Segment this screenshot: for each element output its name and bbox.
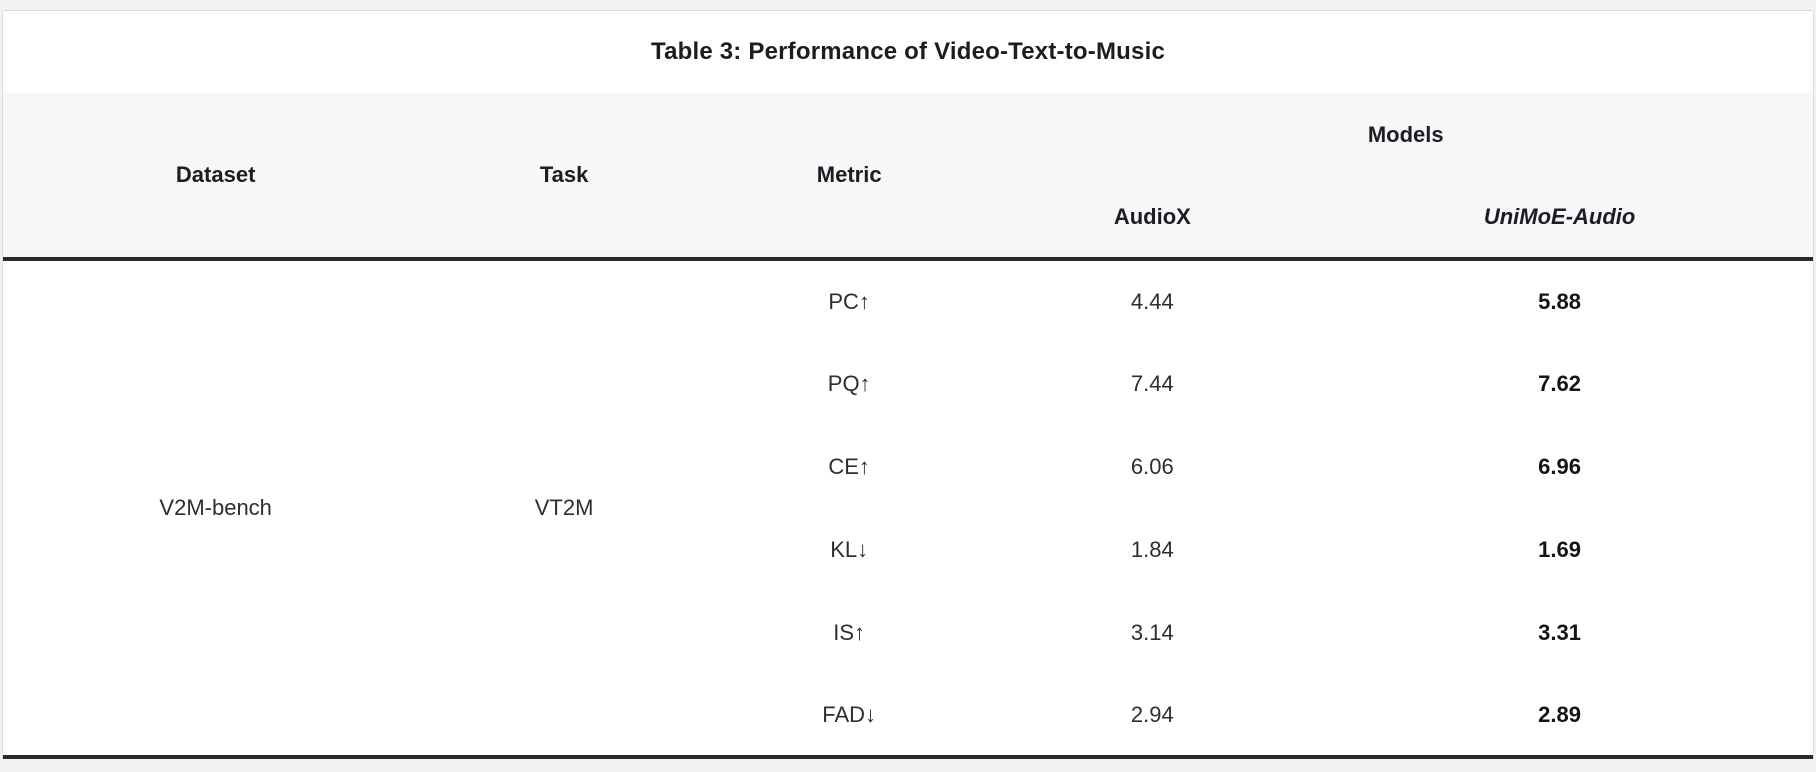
column-header-metric: Metric — [699, 93, 999, 259]
dataset-cell: V2M-bench — [3, 259, 429, 757]
unimoe-value: 3.31 — [1306, 591, 1813, 674]
header-row-models: AudioX UniMoE-Audio — [3, 176, 1813, 259]
table-row: IS↑ 3.14 3.31 — [3, 591, 1813, 674]
table-row: CE↑ 6.06 6.96 — [3, 425, 1813, 508]
unimoe-value: 6.96 — [1306, 425, 1813, 508]
metric-cell: PQ↑ — [699, 342, 999, 425]
performance-table-card: Table 3: Performance of Video-Text-to-Mu… — [2, 10, 1814, 759]
column-header-task: Task — [428, 93, 700, 259]
metric-cell: PC↑ — [699, 259, 999, 342]
table-row: V2M-bench VT2M PC↑ 4.44 5.88 — [3, 259, 1813, 757]
audiox-value: 7.44 — [998, 342, 1307, 425]
table-header: Dataset Task Metric Models AudioX UniMoE… — [3, 93, 1813, 259]
column-group-models: Models — [998, 93, 1813, 176]
metric-cell: FAD↓ — [699, 674, 999, 757]
column-header-dataset: Dataset — [3, 93, 429, 259]
unimoe-value: 2.89 — [1306, 674, 1813, 757]
task-cell: VT2M — [428, 259, 700, 757]
audiox-value: 4.44 — [998, 259, 1307, 342]
audiox-value: 2.94 — [998, 674, 1307, 757]
table-caption: Table 3: Performance of Video-Text-to-Mu… — [3, 11, 1813, 93]
table-row: KL↓ 1.84 1.69 — [3, 508, 1813, 591]
unimoe-value: 1.69 — [1306, 508, 1813, 591]
metric-cell: KL↓ — [699, 508, 999, 591]
header-row-group: Dataset Task Metric Models — [3, 93, 1813, 259]
performance-table: Dataset Task Metric Models AudioX UniMoE… — [3, 93, 1813, 759]
metric-cell: IS↑ — [699, 591, 999, 674]
table-row: PQ↑ 7.44 7.62 — [3, 342, 1813, 425]
audiox-value: 3.14 — [998, 591, 1307, 674]
audiox-value: 6.06 — [998, 425, 1307, 508]
table-body: V2M-bench VT2M PC↑ 4.44 5.88 PQ↑ 7.44 7.… — [3, 259, 1813, 757]
column-header-audiox: AudioX — [998, 176, 1307, 259]
unimoe-value: 5.88 — [1306, 259, 1813, 342]
metric-cell: CE↑ — [699, 425, 999, 508]
audiox-value: 1.84 — [998, 508, 1307, 591]
column-header-unimoe-audio: UniMoE-Audio — [1306, 176, 1813, 259]
unimoe-value: 7.62 — [1306, 342, 1813, 425]
table-row: FAD↓ 2.94 2.89 — [3, 674, 1813, 757]
